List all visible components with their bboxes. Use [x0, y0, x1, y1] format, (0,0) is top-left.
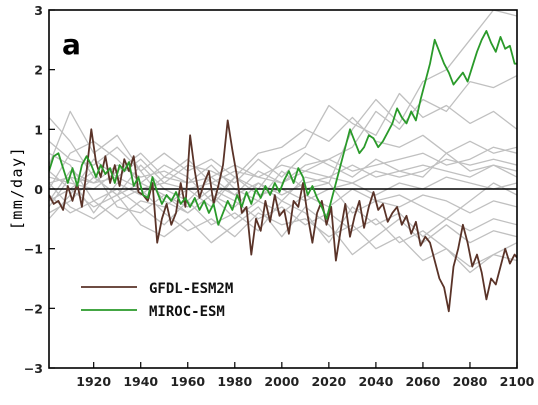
x-tick-label-2040: 2040 [358, 374, 393, 389]
ensemble-line-9 [49, 92, 517, 202]
ensemble-line-2 [49, 10, 517, 214]
ensemble-line-12 [49, 176, 517, 256]
x-tick-label-1960: 1960 [170, 374, 205, 389]
y-tick-label-0: 0 [34, 182, 43, 197]
y-tick-label-3: 3 [34, 3, 43, 18]
ensemble-layer [49, 10, 517, 274]
legend-label-miroc: MIROC-ESM [149, 304, 225, 320]
y-axis-title: [mm/day] [8, 146, 26, 230]
y-axis: −3 −2 −1 0 1 2 3 [24, 3, 55, 376]
ensemble-line-11 [49, 152, 517, 190]
x-tick-label-2080: 2080 [453, 374, 488, 389]
x-tick-label-2060: 2060 [406, 374, 441, 389]
ensemble-line-6 [49, 170, 517, 274]
x-tick-label-2020: 2020 [311, 374, 346, 389]
x-tick-label-2000: 2000 [264, 374, 299, 389]
x-tick-label-1940: 1940 [123, 374, 158, 389]
y-tick-label-2: 2 [34, 63, 43, 78]
series-layer [49, 29, 517, 313]
x-tick-label-1920: 1920 [76, 374, 111, 389]
panel-label: a [62, 28, 81, 61]
ensemble-line-13 [49, 116, 517, 178]
y-tick-label--2: −2 [24, 301, 43, 316]
ensemble-line-15 [49, 158, 517, 196]
y-tick-label--3: −3 [24, 361, 43, 376]
ensemble-line-8 [49, 152, 517, 244]
legend: GFDL-ESM2M MIROC-ESM [81, 281, 233, 320]
y-tick-label--1: −1 [24, 242, 43, 257]
series-line-miroc [49, 29, 517, 226]
legend-label-gfdl: GFDL-ESM2M [149, 281, 233, 297]
x-axis: 1920 1940 1960 1980 2000 2020 2040 2060 2080 2100 [76, 362, 535, 389]
ensemble-line-4 [49, 182, 517, 268]
x-tick-label-2100: 2100 [500, 374, 535, 389]
x-tick-label-1980: 1980 [217, 374, 252, 389]
series-line-gfdl [49, 119, 517, 313]
y-tick-label-1: 1 [34, 122, 43, 137]
